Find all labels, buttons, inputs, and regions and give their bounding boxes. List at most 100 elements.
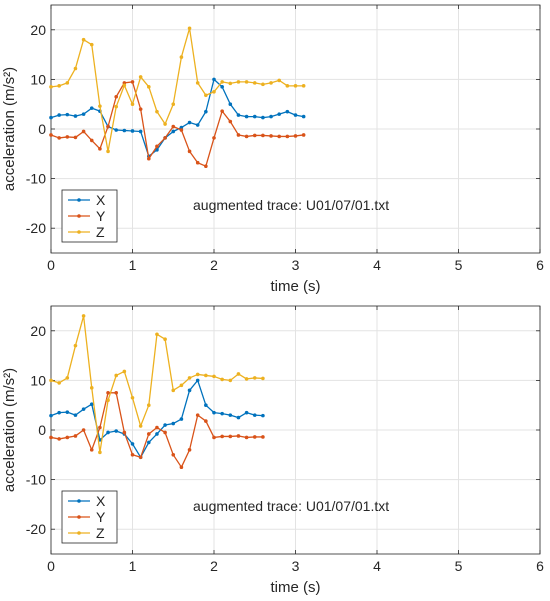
data-point-x	[122, 128, 127, 133]
data-point-y	[204, 419, 208, 423]
data-point-y	[130, 453, 135, 457]
data-point-z	[228, 378, 233, 383]
data-point-x	[57, 410, 61, 415]
data-point-x	[114, 128, 118, 132]
data-point-z	[244, 377, 249, 381]
data-point-x	[244, 410, 249, 415]
legend-label-y: Y	[96, 208, 106, 224]
data-point-z	[163, 337, 167, 342]
grid	[50, 5, 541, 253]
data-point-x	[179, 417, 184, 421]
y-axis-label: acceleration (m/s²)	[1, 67, 18, 191]
data-point-x	[65, 410, 70, 414]
data-point-x	[228, 102, 233, 106]
y-axis-label: acceleration (m/s²)	[1, 368, 18, 492]
data-point-z	[220, 377, 224, 382]
data-point-x	[277, 112, 282, 116]
data-point-y	[244, 134, 249, 139]
data-point-z	[57, 84, 61, 88]
x-tick-label: 3	[292, 558, 300, 574]
series-y	[49, 80, 306, 168]
data-point-y	[171, 124, 176, 129]
data-point-y	[261, 133, 265, 138]
data-point-y	[171, 453, 176, 457]
data-point-z	[106, 398, 110, 403]
legend-label-x: X	[96, 493, 106, 509]
data-point-x	[130, 442, 135, 446]
data-point-y	[122, 81, 127, 85]
data-point-x	[89, 106, 94, 110]
data-point-y	[293, 134, 298, 138]
legend-marker-z	[77, 531, 81, 535]
data-point-x	[65, 112, 70, 117]
data-point-y	[277, 134, 282, 139]
data-point-y	[269, 134, 273, 138]
data-point-y	[57, 136, 61, 140]
data-point-z	[244, 80, 249, 84]
data-point-z	[73, 343, 78, 348]
data-point-z	[49, 378, 53, 383]
data-point-y	[236, 133, 241, 137]
data-point-z	[57, 381, 61, 385]
data-point-x	[293, 113, 298, 117]
data-point-y	[195, 413, 200, 417]
data-point-z	[138, 424, 143, 428]
y-tick-label: 10	[30, 372, 46, 388]
data-point-x	[220, 85, 224, 89]
data-point-y	[98, 425, 102, 430]
series-x	[49, 378, 265, 460]
data-point-x	[252, 114, 257, 119]
series-line-x	[50, 379, 263, 458]
data-point-y	[301, 133, 306, 137]
x-axis-label: time (s)	[271, 579, 321, 596]
data-point-x	[130, 129, 135, 133]
data-point-z	[171, 102, 176, 106]
data-point-y	[212, 136, 216, 140]
legend: XYZ	[61, 490, 118, 544]
data-point-z	[195, 372, 200, 377]
data-point-z	[98, 104, 102, 108]
data-point-y	[65, 135, 70, 139]
data-point-x	[114, 429, 118, 433]
series-z	[49, 26, 306, 154]
x-tick-label: 3	[292, 257, 300, 273]
y-tick-label: -10	[26, 171, 46, 187]
series-line-z	[50, 27, 304, 152]
ticks: 0 1 2 3 4 5 6 -20 -10 0 10 20	[26, 306, 544, 574]
data-point-y	[65, 435, 70, 440]
data-point-x	[171, 129, 176, 134]
data-point-z	[301, 84, 306, 88]
data-point-y	[212, 435, 216, 440]
data-point-z	[187, 26, 192, 31]
x-tick-label: 1	[129, 257, 137, 273]
x-tick-label: 5	[455, 257, 463, 273]
data-point-y	[236, 434, 241, 438]
data-point-x	[81, 112, 86, 116]
data-point-y	[163, 136, 167, 140]
data-point-y	[138, 455, 143, 460]
data-point-y	[122, 430, 127, 435]
data-point-x	[138, 129, 143, 134]
data-point-x	[195, 378, 200, 383]
data-point-y	[106, 391, 110, 395]
data-point-x	[285, 109, 290, 114]
data-point-z	[89, 386, 94, 390]
data-point-x	[261, 115, 265, 120]
data-point-y	[163, 430, 167, 435]
legend-marker-x	[77, 499, 81, 503]
data-point-z	[130, 395, 135, 400]
data-point-x	[236, 415, 241, 420]
data-point-z	[212, 374, 216, 379]
data-point-z	[89, 42, 94, 47]
y-tick-label: -20	[26, 521, 46, 537]
data-point-z	[204, 373, 208, 378]
data-point-y	[187, 448, 192, 452]
x-tick-label: 4	[373, 558, 381, 574]
data-point-y	[73, 135, 78, 140]
data-point-z	[195, 81, 200, 85]
data-point-y	[155, 425, 159, 430]
data-point-y	[57, 437, 61, 441]
chart-top: 0 1 2 3 4 5 6 -20 -10 0 10 20 time (s) acceleration (…	[1, 4, 544, 295]
x-tick-label: 2	[210, 257, 218, 273]
